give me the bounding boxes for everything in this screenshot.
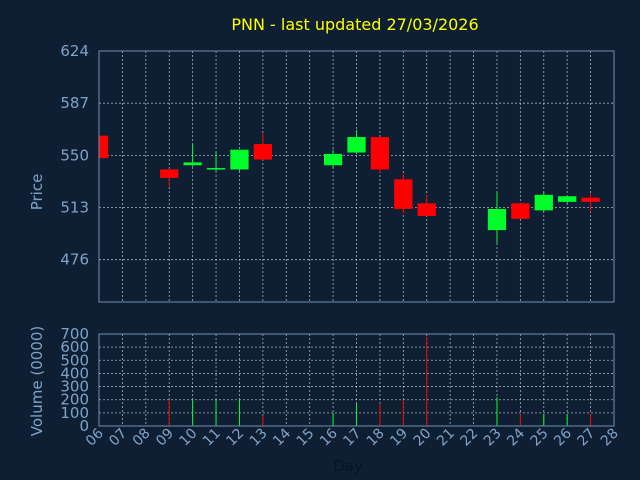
candle-body <box>581 197 600 202</box>
volume-axis-label: Volume (0000) <box>28 326 46 436</box>
x-axis-label: Day <box>333 457 363 475</box>
candle-body <box>206 168 226 170</box>
candlestick-series <box>98 129 600 243</box>
volume-tick-label: 400 <box>60 364 89 382</box>
candle-body <box>370 137 390 170</box>
chart-title: PNN - last updated 27/03/2026 <box>231 15 478 34</box>
candle-body <box>160 169 179 178</box>
candle-11 <box>206 151 226 171</box>
candle-body <box>99 135 109 159</box>
candle-23 <box>487 192 507 243</box>
volume-tick-label: 700 <box>60 325 89 343</box>
price-tick-label: 624 <box>60 42 89 60</box>
candle-10 <box>183 144 202 167</box>
price-tick-labels: 624 587 550 513 476 <box>60 42 89 269</box>
candle-body <box>347 137 366 153</box>
candle-09 <box>160 169 179 187</box>
candle-body <box>230 149 249 170</box>
price-tick-label: 587 <box>60 94 89 112</box>
volume-plot-frame <box>98 333 615 427</box>
volume-tick-label: 600 <box>60 338 89 356</box>
candle-body <box>183 162 202 166</box>
price-tick-label: 476 <box>60 251 89 269</box>
price-plot-frame <box>98 50 615 303</box>
candle-body <box>534 194 553 211</box>
candle-18 <box>370 137 390 173</box>
volume-tick-label: 100 <box>60 404 89 422</box>
price-axis-label: Price <box>28 174 46 211</box>
candle-13 <box>253 132 272 160</box>
candle-17 <box>347 129 366 154</box>
candle-20 <box>417 194 436 216</box>
candle-body <box>558 196 577 202</box>
x-tick-labels: 06 07 08 09 10 11 12 13 14 15 16 17 18 19 20 21 22 23 24 25… <box>83 425 622 449</box>
volume-tick-label: 200 <box>60 391 89 409</box>
price-grid <box>98 50 615 302</box>
volume-tick-label: 500 <box>60 351 89 369</box>
candle-body <box>253 144 272 160</box>
volume-tick-label: 300 <box>60 378 89 396</box>
candle-24 <box>511 203 530 219</box>
candle-body <box>394 179 413 209</box>
candle-body <box>487 208 507 231</box>
candle-12 <box>230 149 249 171</box>
price-tick-label: 550 <box>60 146 89 164</box>
volume-tick-label: 0 <box>79 417 89 435</box>
candle-25 <box>534 192 553 212</box>
volume-series <box>168 336 592 426</box>
candle-body <box>417 203 436 216</box>
candle-06 <box>98 132 109 160</box>
candle-19 <box>394 173 413 214</box>
candle-26 <box>558 196 577 204</box>
candle-body <box>323 153 343 166</box>
candle-16 <box>323 149 343 169</box>
candle-27 <box>581 193 600 212</box>
price-tick-label: 513 <box>60 199 89 217</box>
candle-body <box>511 203 530 219</box>
